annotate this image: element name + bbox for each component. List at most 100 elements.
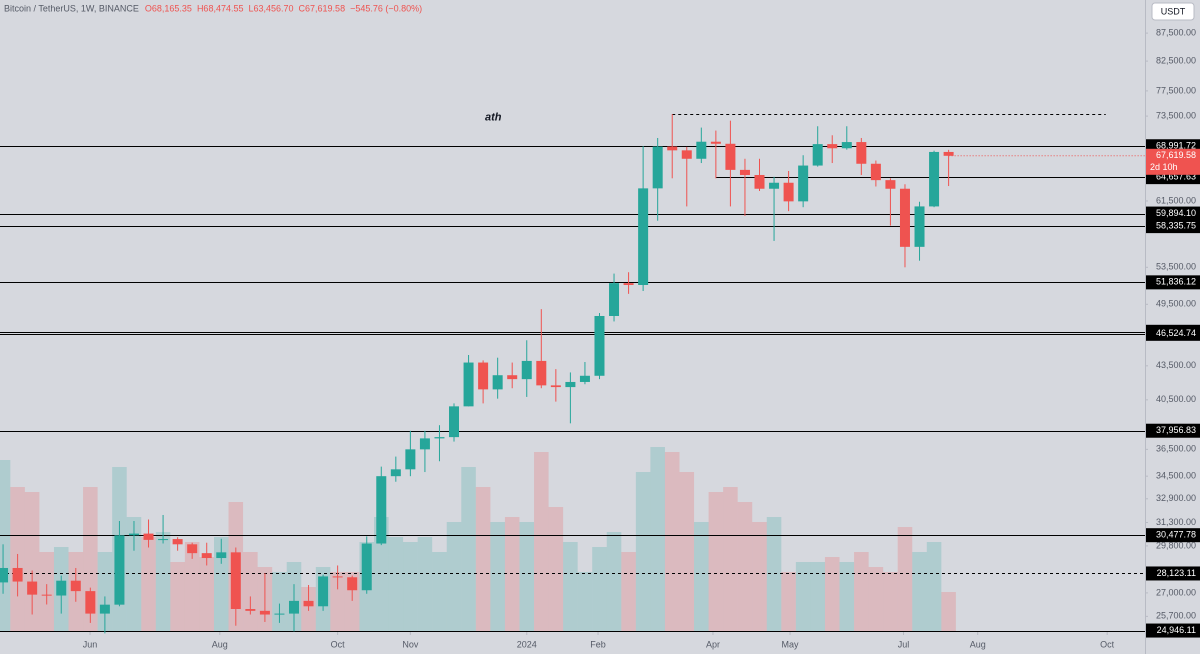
candle-body: [841, 142, 852, 149]
level-label-box: [1146, 566, 1200, 581]
y-tick-label: 43,500.00: [1156, 360, 1196, 370]
candle-body: [27, 581, 38, 595]
candle-body: [739, 169, 750, 175]
candle-body: [434, 437, 445, 439]
volume-bar: [141, 537, 156, 632]
candle-body: [536, 360, 547, 386]
candle-body: [274, 613, 285, 615]
candle-body: [681, 150, 692, 159]
volume-bar: [330, 572, 345, 632]
volume-bar: [548, 507, 564, 632]
volume-bar: [417, 537, 433, 632]
volume-bar: [170, 562, 185, 632]
y-tick-label: 53,500.00: [1156, 262, 1196, 272]
x-tick-label: Jul: [898, 639, 910, 649]
candle-body: [288, 600, 299, 614]
volume-bar: [941, 592, 956, 632]
y-tick-label: 27,000.00: [1156, 587, 1196, 597]
candle-body: [565, 381, 576, 388]
candle-body: [623, 283, 634, 285]
level-label-box: [1146, 528, 1200, 543]
candle-body: [143, 533, 154, 540]
candle-body: [899, 188, 910, 247]
annotation: ath: [485, 111, 502, 123]
volume-bar: [155, 532, 171, 632]
y-tick-label: 29,800.00: [1156, 540, 1196, 550]
candle-body: [638, 188, 649, 285]
header-value: C67,619.58: [299, 3, 346, 13]
volume-bar: [606, 532, 622, 632]
candle-body: [943, 151, 954, 156]
x-tick-label: Oct: [1100, 639, 1115, 649]
candle-body: [507, 375, 518, 380]
y-tick-label: 31,300.00: [1156, 517, 1196, 527]
y-tick-label: 49,500.00: [1156, 299, 1196, 309]
candle-body: [201, 553, 212, 559]
candle-body: [0, 567, 9, 583]
candle-body: [41, 594, 52, 596]
candle-body: [259, 610, 270, 615]
x-tick-label: Aug: [212, 639, 228, 649]
volume-bar: [723, 487, 738, 632]
candle-body: [347, 577, 358, 591]
candle-body: [812, 144, 823, 166]
volume-bar: [897, 527, 913, 632]
candle-body: [463, 362, 474, 407]
header-value: −545.76 (−0.80%): [350, 3, 422, 13]
candle-body: [99, 604, 110, 614]
volume-bar: [926, 542, 942, 632]
volume-bar: [24, 492, 40, 632]
level-label: 68,991.72: [1156, 141, 1196, 151]
volume-bar: [781, 572, 796, 632]
candle-body: [827, 144, 838, 149]
header-value: L63,456.70: [248, 3, 293, 13]
candle-body: [856, 142, 867, 164]
candle-body: [303, 600, 314, 607]
x-tick-label: Oct: [331, 639, 346, 649]
level-label-box: [1146, 423, 1200, 438]
volume-bar: [635, 472, 651, 632]
currency-label: USDT: [1161, 6, 1186, 16]
y-tick-label: 36,500.00: [1156, 444, 1196, 454]
candle-body: [390, 469, 401, 477]
candle-body: [696, 141, 707, 159]
x-tick-label: 2024: [517, 639, 537, 649]
candle-body: [870, 163, 881, 181]
candle-body: [478, 362, 489, 390]
volume-bar: [737, 502, 753, 632]
volume-bar: [504, 517, 520, 632]
candle-body: [594, 315, 605, 376]
y-tick-label: 73,500.00: [1156, 110, 1196, 120]
level-label: 64,657.63: [1156, 172, 1196, 182]
level-label-box: [1146, 623, 1200, 638]
volume-bar: [243, 552, 258, 632]
volume-bar: [708, 492, 724, 632]
x-tick-label: Feb: [590, 639, 606, 649]
candle-body: [187, 544, 198, 554]
volume-bar: [519, 522, 535, 632]
level-label: 37,956.83: [1156, 425, 1196, 435]
volume-bar: [374, 517, 389, 632]
candle-body: [550, 385, 561, 388]
candle-body: [769, 182, 780, 189]
candle-body: [332, 576, 343, 578]
volume-bar: [0, 460, 11, 632]
volume-bar: [213, 537, 229, 632]
candle-body: [85, 591, 96, 614]
volume-bar: [490, 522, 505, 632]
volume-bar: [461, 467, 476, 632]
volume-bar: [184, 542, 200, 632]
candle-body: [419, 438, 430, 450]
candle-body: [405, 449, 416, 470]
currency-button[interactable]: [1151, 2, 1195, 21]
level-label: 59,894.10: [1156, 208, 1196, 218]
level-label-box: [1146, 206, 1200, 221]
candle-body: [579, 375, 590, 382]
level-label: 28,123.11: [1157, 568, 1196, 578]
x-tick-label: Aug: [970, 639, 986, 649]
candle-body: [754, 174, 765, 189]
price-countdown: 2d 10h: [1150, 162, 1178, 172]
level-label-box: [1146, 275, 1200, 290]
volume-bar: [883, 572, 898, 632]
